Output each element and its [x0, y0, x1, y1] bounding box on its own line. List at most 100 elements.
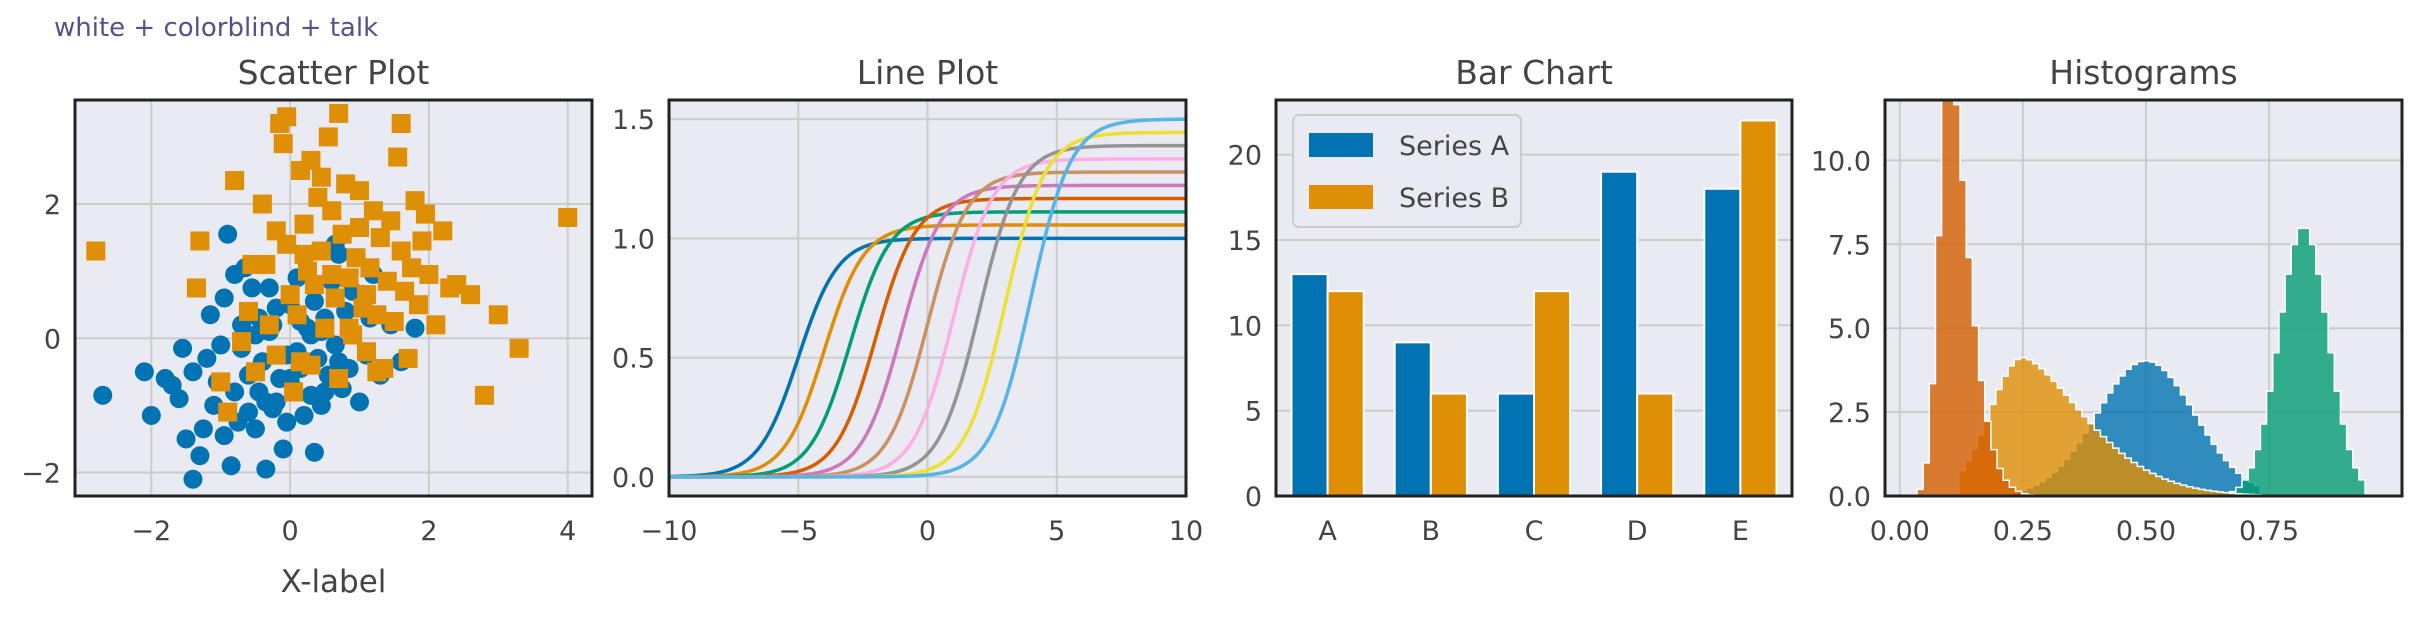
scatter-point — [266, 392, 286, 412]
scatter-point — [273, 134, 293, 154]
scatter-point — [169, 389, 189, 409]
y-tick-label: −2 — [21, 459, 61, 490]
scatter-point — [370, 228, 390, 248]
legend-label: Series B — [1399, 183, 1509, 214]
scatter-point — [93, 385, 113, 405]
histogram-series — [2228, 227, 2366, 496]
x-tick-label: −10 — [641, 516, 698, 547]
data-marks — [1903, 100, 2366, 496]
scatter-point — [325, 288, 345, 308]
scatter-point — [291, 352, 311, 372]
scatter-point — [388, 147, 408, 167]
scatter-series — [86, 103, 578, 422]
bar-series — [1326, 119, 1778, 496]
scatter-point — [433, 221, 453, 241]
scatter-point — [238, 402, 258, 422]
x-tick-label: C — [1525, 516, 1544, 547]
bar — [1429, 392, 1468, 496]
x-tick-label: 0.50 — [2116, 516, 2176, 547]
scatter-point — [339, 318, 359, 338]
x-tick-label: E — [1732, 516, 1749, 547]
legend-label: Series A — [1399, 131, 1510, 162]
scatter-point — [350, 392, 370, 412]
scatter-panel: Scatter Plot −2 0 2 4 −2 0 2 X-label — [21, 53, 594, 600]
bar — [1393, 341, 1432, 496]
scatter-point — [304, 275, 324, 295]
scatter-point — [252, 194, 272, 214]
scatter-point — [329, 369, 349, 389]
scatter-point — [266, 221, 286, 241]
scatter-point — [415, 204, 435, 224]
x-tick-label: 10 — [1169, 516, 1203, 547]
y-tick-label: 0 — [1245, 482, 1262, 513]
y-tick-label: 1.0 — [612, 224, 655, 255]
scatter-point — [558, 207, 578, 227]
scatter-point — [304, 442, 324, 462]
scatter-point — [356, 342, 376, 362]
scatter-point — [176, 429, 196, 449]
x-tick-label: 4 — [559, 516, 576, 547]
scatter-point — [218, 224, 238, 244]
x-tick-label: −2 — [131, 516, 171, 547]
figure-suptitle: white + colorblind + talk — [54, 13, 378, 43]
scatter-point — [232, 332, 252, 352]
scatter-point — [405, 318, 425, 338]
bar — [1739, 119, 1778, 496]
y-tick-label: 1.5 — [612, 105, 655, 136]
y-tick-label: 2.5 — [1828, 398, 1871, 429]
x-tick-label: 5 — [1048, 516, 1065, 547]
data-marks — [86, 103, 578, 489]
scatter-point — [259, 315, 279, 335]
scatter-point — [211, 372, 231, 392]
scatter-point — [426, 315, 446, 335]
bar — [1703, 187, 1742, 496]
scatter-point — [412, 231, 432, 251]
scatter-point — [245, 419, 265, 439]
scatter-point — [377, 271, 397, 291]
y-tick-label: 10 — [1228, 311, 1262, 342]
scatter-point — [280, 285, 300, 305]
histogram-bins — [2228, 227, 2366, 496]
scatter-point — [325, 335, 345, 355]
data-marks — [669, 117, 1186, 479]
scatter-point — [287, 305, 307, 325]
scatter-point — [322, 201, 342, 221]
scatter-point — [225, 171, 245, 191]
scatter-point — [409, 295, 429, 315]
scatter-point — [218, 402, 238, 422]
scatter-point — [190, 446, 210, 466]
scatter-point — [155, 369, 175, 389]
scatter-point — [315, 318, 335, 338]
scatter-point — [190, 231, 210, 251]
x-tick-label: 2 — [420, 516, 437, 547]
scatter-point — [391, 113, 411, 133]
axes-frame — [1274, 98, 1794, 498]
bar — [1290, 273, 1329, 496]
scatter-point — [350, 181, 370, 201]
scatter-point — [461, 285, 481, 305]
scatter-point — [214, 426, 234, 446]
scatter-point — [294, 244, 314, 264]
scatter-point — [322, 265, 342, 285]
y-tick-label: 5 — [1245, 397, 1262, 428]
y-tick-label: 10.0 — [1811, 146, 1871, 177]
data-marks — [1290, 119, 1778, 496]
histogram-bins — [1958, 356, 2262, 496]
bar — [1600, 170, 1639, 496]
scatter-point — [391, 241, 411, 261]
scatter-point — [186, 278, 206, 298]
scatter-point — [221, 456, 241, 476]
scatter-point — [200, 305, 220, 325]
x-tick-label: A — [1318, 516, 1337, 547]
scatter-point — [266, 345, 286, 365]
x-tick-label: 0.00 — [1870, 516, 1930, 547]
panel-title: Scatter Plot — [238, 53, 430, 92]
scatter-point — [384, 311, 404, 331]
scatter-point — [249, 382, 269, 402]
legend: Series A Series B — [1292, 114, 1522, 228]
scatter-point — [318, 127, 338, 147]
x-axis-label: X-label — [281, 564, 387, 600]
x-tick-label: 0 — [919, 516, 936, 547]
y-tick-label: 0 — [44, 324, 61, 355]
